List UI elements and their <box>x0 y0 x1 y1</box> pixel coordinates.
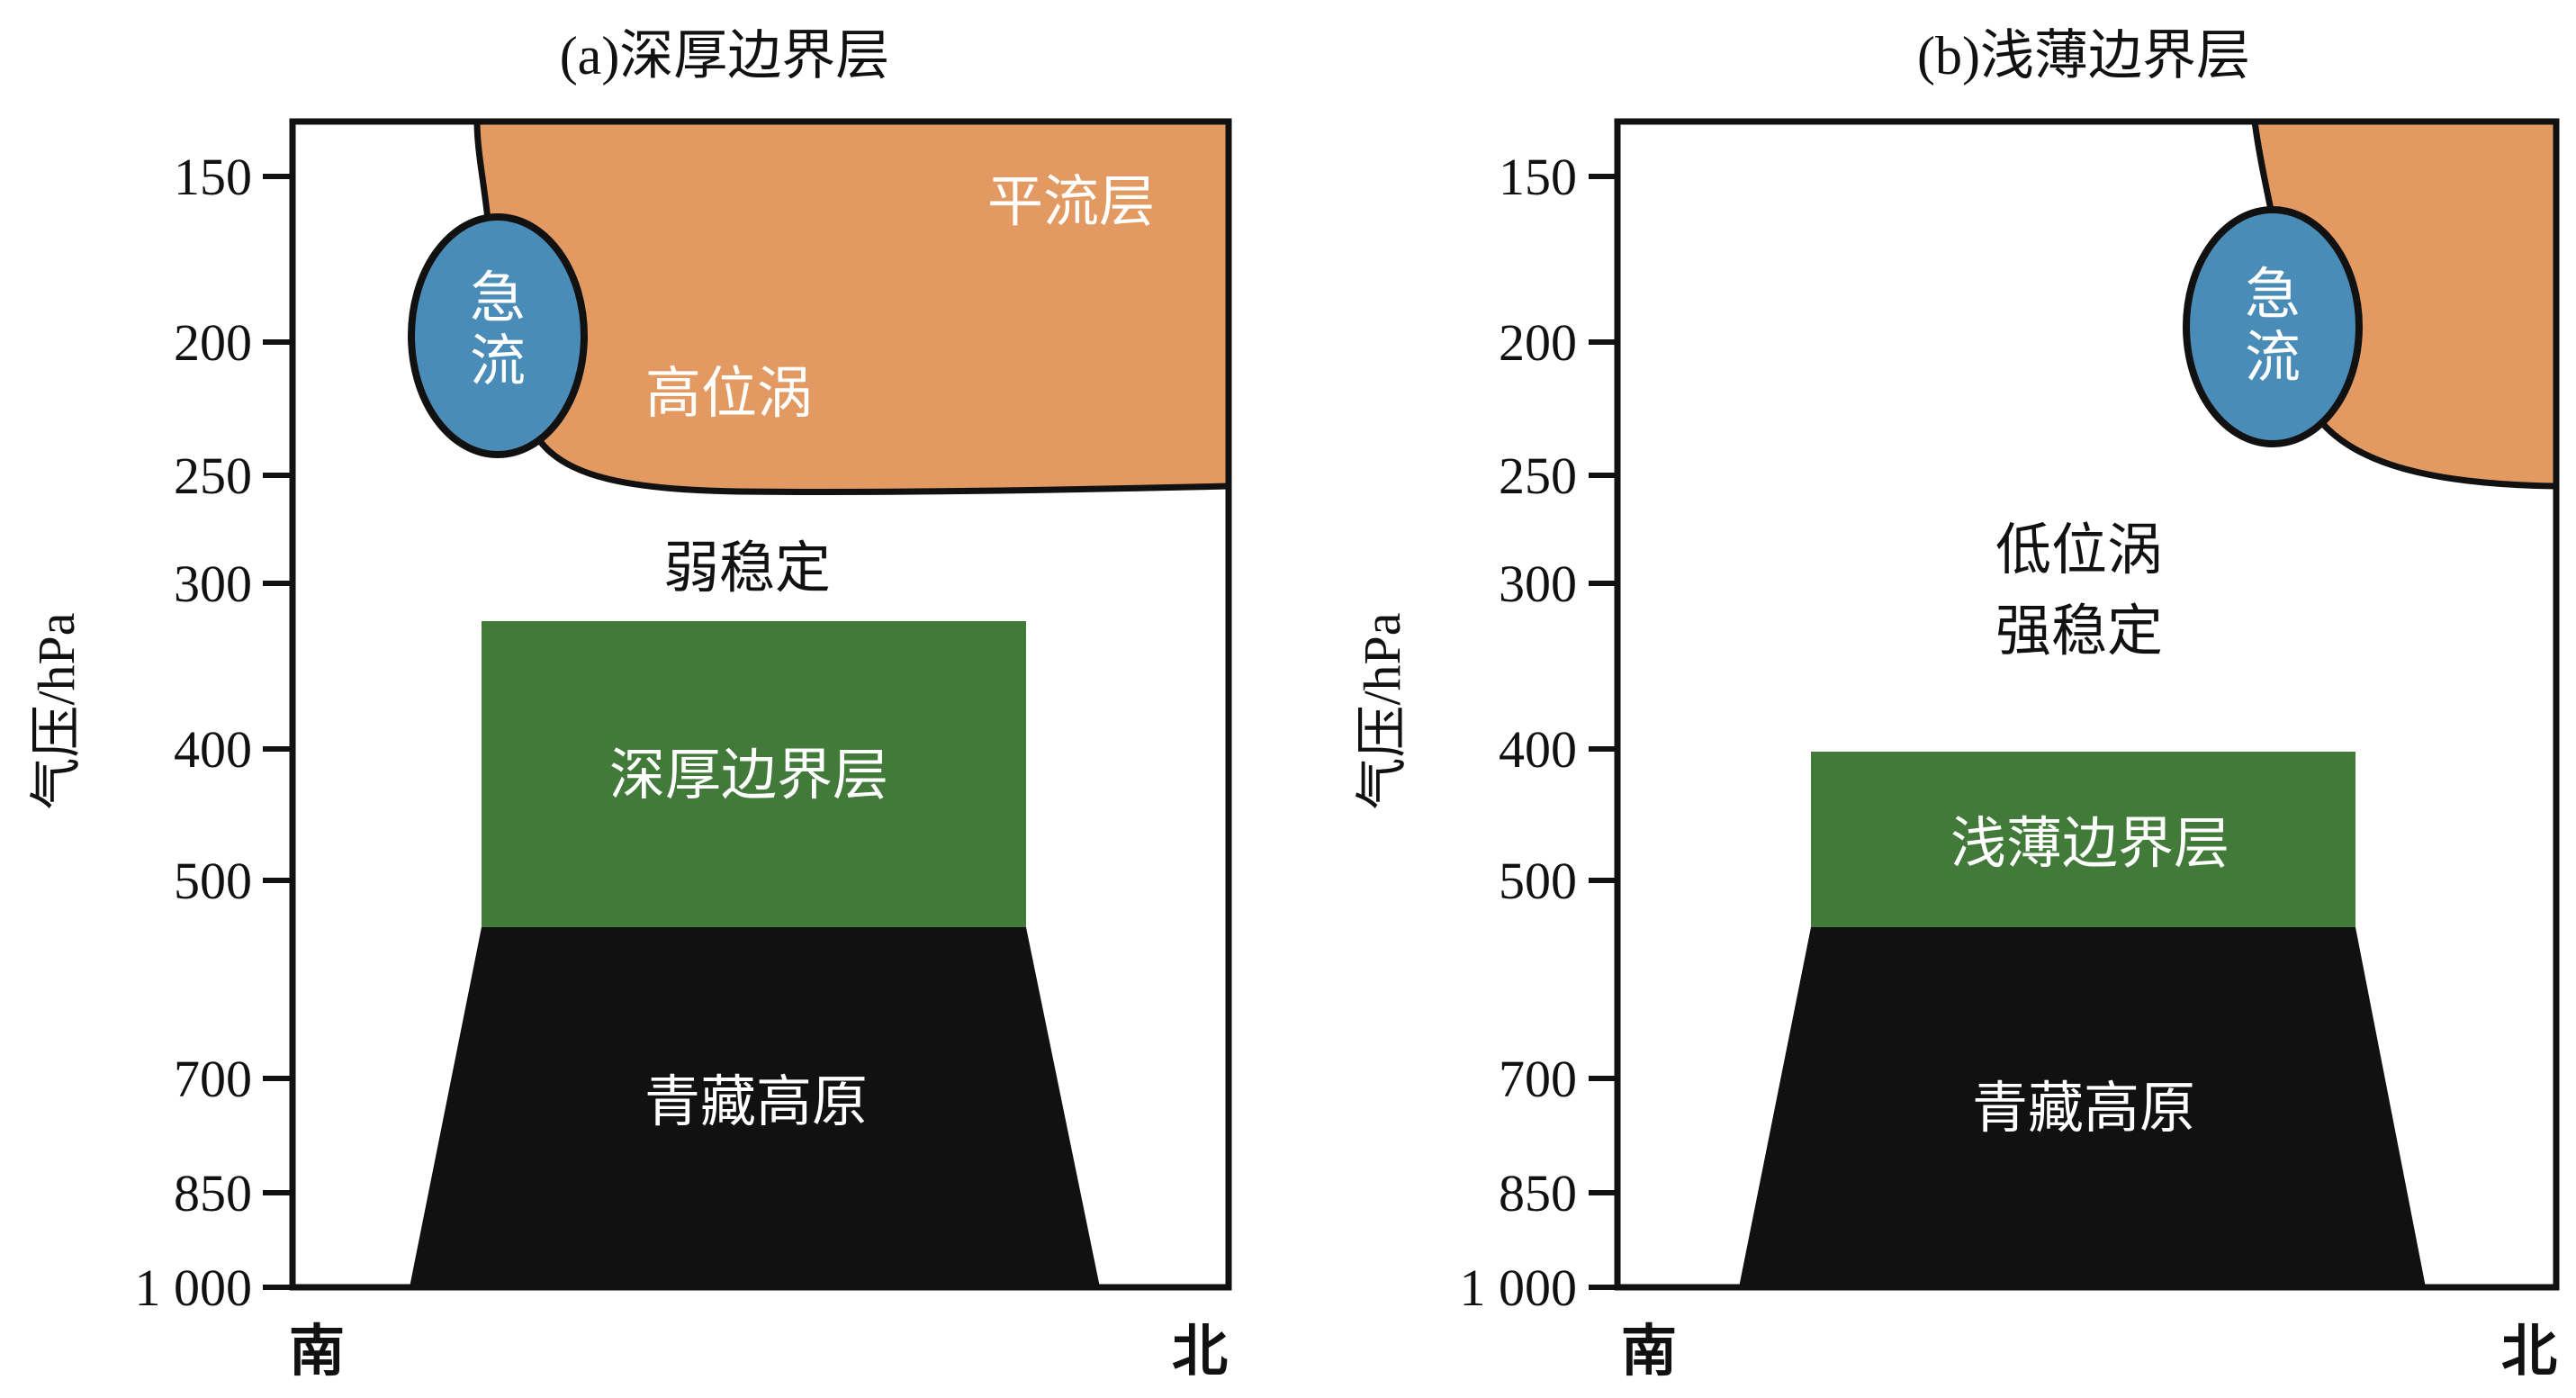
panel-a-tick-label-200: 200 <box>174 313 252 372</box>
panel-b-south-label: 南 <box>1621 1321 1677 1383</box>
panel-a-tick-label-400: 400 <box>174 720 252 779</box>
panel-b-tick-label-850: 850 <box>1499 1164 1577 1222</box>
panel-b-tick-label-700: 700 <box>1499 1050 1577 1108</box>
panel-b-plateau-label: 青藏高原 <box>1972 1078 2195 1140</box>
panel-a-stability-label: 弱稳定 <box>663 538 831 600</box>
panel-b-frame <box>1614 118 2560 1291</box>
panel-a-title: (a)深厚边界层 <box>560 26 890 86</box>
panel-b-tick-label-200: 200 <box>1499 313 1577 372</box>
panel-a-south-label: 南 <box>289 1321 345 1383</box>
panel-a-plateau-label: 青藏高原 <box>644 1072 868 1133</box>
panel-a-tick-label-1000: 1 000 <box>135 1258 253 1317</box>
panel-b-plateau <box>1739 927 2426 1287</box>
panel-b-tick-label-300: 300 <box>1499 555 1577 613</box>
panel-a: (a)深厚边界层 平流层 高位涡 急 流 弱稳定 深厚边界层 青藏高原 <box>27 26 1232 1383</box>
panel-a-tick-label-700: 700 <box>174 1050 252 1108</box>
panel-a-north-label: 北 <box>1172 1321 1228 1383</box>
panel-b-y-axis-label: 气压/hPa <box>1353 612 1411 809</box>
panel-a-frame <box>289 118 1232 1291</box>
panel-b-jet-ellipse <box>2183 206 2363 447</box>
panel-a-tick-label-500: 500 <box>174 852 252 910</box>
panel-b-tick-label-400: 400 <box>1499 720 1577 779</box>
panel-a-boundary-layer <box>482 621 1026 927</box>
panel-a-tick-label-150: 150 <box>174 148 252 206</box>
panel-b-boundary-layer <box>1811 752 2355 927</box>
panel-a-jet-ellipse <box>408 213 588 458</box>
panel-b-jet-label-2: 流 <box>2245 328 2301 389</box>
panel-a-tick-label-250: 250 <box>174 446 252 505</box>
panel-a-boundary-layer-label: 深厚边界层 <box>609 745 888 807</box>
panel-b-tick-label-500: 500 <box>1499 852 1577 910</box>
panel-b-stability-label: 强稳定 <box>1995 601 2163 663</box>
panel-a-jet-label-2: 流 <box>470 331 526 392</box>
panel-b-tick-label-150: 150 <box>1499 148 1577 206</box>
panel-b-boundary-layer-label: 浅薄边界层 <box>1950 814 2229 875</box>
panel-a-jet-label-1: 急 <box>470 268 526 329</box>
panel-a-tick-label-300: 300 <box>174 555 252 613</box>
panel-b: (b)浅薄边界层 急 流 低位涡 强稳定 浅薄边界层 青藏高原 <box>1353 26 2560 1383</box>
panel-a-y-tick-labels: 150 200 250 300 400 500 700 850 1 000 <box>135 148 253 1317</box>
panel-b-north-label: 北 <box>2501 1321 2557 1383</box>
panel-b-jet-label-1: 急 <box>2245 265 2301 326</box>
panel-a-vortex-label: 高位涡 <box>645 364 813 425</box>
panel-b-tick-label-1000: 1 000 <box>1460 1258 1578 1317</box>
panel-a-y-axis-label: 气压/hPa <box>27 612 86 809</box>
panel-a-tick-label-850: 850 <box>174 1164 252 1222</box>
panel-b-y-ticks <box>1589 174 1617 1290</box>
panel-b-vortex-label: 低位涡 <box>1995 520 2163 582</box>
panel-a-y-ticks <box>263 174 293 1290</box>
panel-a-plateau <box>410 927 1100 1287</box>
panel-a-stratosphere-label: 平流层 <box>987 172 1155 233</box>
panel-b-tick-label-250: 250 <box>1499 446 1577 505</box>
panel-b-title: (b)浅薄边界层 <box>1917 26 2250 86</box>
panel-b-y-tick-labels: 150 200 250 300 400 500 700 850 1 000 <box>1460 148 1578 1317</box>
